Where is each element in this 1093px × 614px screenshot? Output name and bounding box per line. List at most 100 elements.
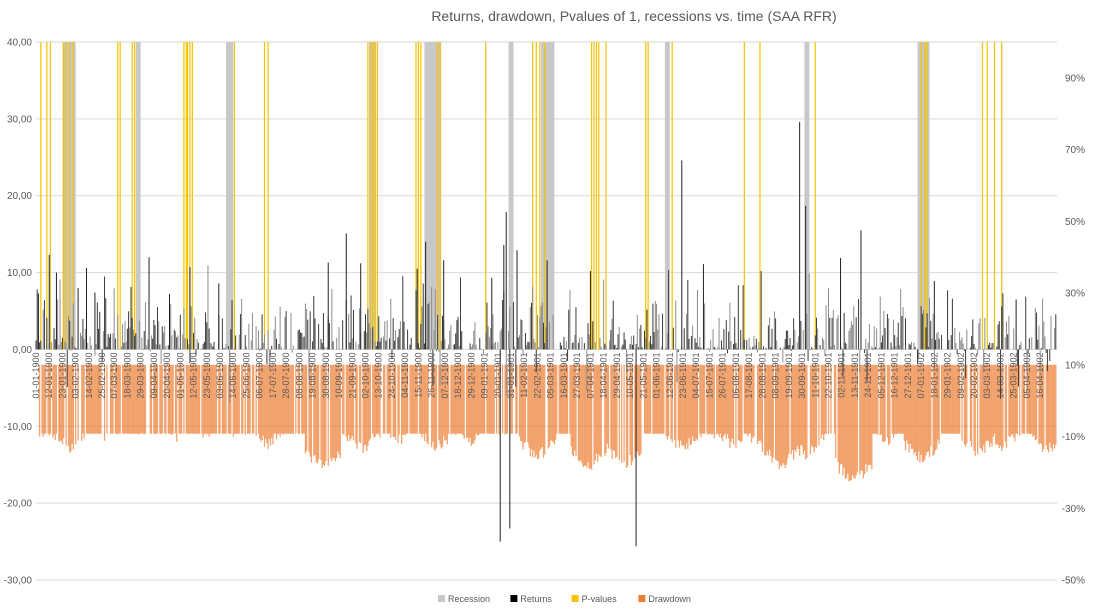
drawdown-bar: [1010, 364, 1012, 435]
drawdown-bar: [833, 364, 836, 434]
x-tick-label: 30-08-1900: [321, 352, 331, 398]
drawdown-bar: [255, 364, 257, 436]
drawdown-bar: [407, 364, 409, 434]
drawdown-bar: [717, 364, 719, 434]
drawdown-bar: [998, 364, 1000, 449]
drawdown-bar: [694, 364, 696, 442]
drawdown-bar: [839, 364, 842, 465]
drawdown-bar: [283, 364, 285, 435]
drawdown-bar: [114, 364, 117, 434]
drawdown-bar: [770, 364, 772, 456]
drawdown-bar: [394, 364, 397, 440]
x-tick-label: 13-11-1901: [850, 352, 860, 397]
drawdown-bar: [901, 364, 903, 434]
drawdown-bar: [566, 364, 569, 434]
drawdown-bar: [482, 364, 485, 434]
drawdown-bar: [759, 364, 761, 441]
drawdown-bar: [493, 364, 495, 434]
drawdown-bar: [153, 364, 155, 434]
drawdown-bar: [379, 364, 381, 438]
drawdown-bar: [130, 364, 132, 434]
drawdown-bar: [376, 364, 379, 435]
drawdown-bar: [94, 364, 96, 434]
drawdown-bar: [321, 364, 323, 468]
drawdown-bar: [149, 364, 151, 434]
drawdown-bar: [692, 364, 694, 437]
drawdown-bar: [610, 364, 612, 450]
drawdown-bar: [945, 364, 948, 434]
x-tick-label: 20-04-1900: [162, 352, 172, 398]
drawdown-bar: [382, 364, 385, 434]
drawdown-bar: [375, 364, 377, 434]
drawdown-bar: [800, 364, 802, 445]
drawdown-bar: [99, 364, 101, 435]
recession-band: [664, 42, 670, 350]
drawdown-bar: [516, 364, 518, 434]
drawdown-bar: [910, 364, 913, 450]
drawdown-bar: [587, 364, 589, 463]
drawdown-bar: [980, 364, 982, 450]
drawdown-bar: [403, 364, 405, 434]
drawdown-bar: [538, 364, 540, 459]
drawdown-bar: [165, 364, 167, 434]
drawdown-bar: [138, 364, 141, 434]
drawdown-bar: [663, 364, 665, 434]
drawdown-bar: [109, 364, 112, 434]
drawdown-bar: [320, 364, 322, 460]
drawdown-bar: [575, 364, 577, 457]
x-tick-label: 04-07-1901: [691, 352, 701, 398]
x-tick-label: 24-10-1900: [387, 352, 397, 398]
drawdown-bar: [1028, 364, 1030, 434]
drawdown-bar: [192, 364, 195, 434]
drawdown-bar: [711, 364, 713, 435]
drawdown-bar: [1046, 364, 1049, 450]
drawdown-bar: [613, 364, 616, 451]
left-tick-label: 0,00: [13, 345, 33, 356]
x-tick-label: 27-12-1901: [903, 352, 913, 398]
drawdown-bar: [318, 364, 320, 460]
drawdown-bar: [360, 364, 362, 444]
drawdown-bar: [498, 364, 500, 435]
x-tick-label: 17-08-1901: [744, 352, 754, 398]
drawdown-bar: [554, 364, 557, 441]
drawdown-bar: [795, 364, 797, 452]
drawdown-bar: [830, 364, 832, 434]
drawdown-bar: [936, 364, 938, 449]
drawdown-bar: [696, 364, 699, 441]
drawdown-bar: [159, 364, 161, 434]
drawdown-bar: [595, 364, 598, 454]
drawdown-bar: [362, 364, 364, 453]
drawdown-bar: [249, 364, 251, 434]
drawdown-bar: [876, 364, 878, 434]
drawdown-bar: [438, 364, 440, 441]
drawdown-bar: [722, 364, 724, 442]
drawdown-bar: [284, 364, 286, 434]
drawdown-bar: [764, 364, 766, 456]
drawdown-bar: [88, 364, 90, 434]
drawdown-bar: [874, 364, 877, 434]
drawdown-bar: [946, 364, 949, 434]
drawdown-bar: [915, 364, 917, 456]
drawdown-bar: [844, 364, 846, 479]
drawdown-bar: [645, 364, 647, 434]
drawdown-bar: [450, 364, 452, 435]
drawdown-bar: [48, 364, 50, 436]
drawdown-bar: [273, 364, 275, 434]
drawdown-bar: [821, 364, 824, 435]
drawdown-bar: [954, 364, 956, 435]
drawdown-bar: [701, 364, 703, 434]
drawdown-bar: [213, 364, 215, 434]
recession-band: [135, 42, 141, 350]
drawdown-bar: [244, 364, 246, 435]
drawdown-bar: [1043, 364, 1045, 449]
drawdown-bar: [908, 364, 910, 453]
drawdown-bar: [1047, 364, 1050, 453]
drawdown-bar: [140, 364, 142, 434]
drawdown-bar: [402, 364, 404, 436]
drawdown-bar: [922, 364, 925, 463]
drawdown-bar: [894, 364, 896, 434]
drawdown-bar: [914, 364, 916, 453]
drawdown-bar: [785, 364, 788, 465]
drawdown-bar: [535, 364, 537, 455]
drawdown-bar: [342, 364, 344, 434]
